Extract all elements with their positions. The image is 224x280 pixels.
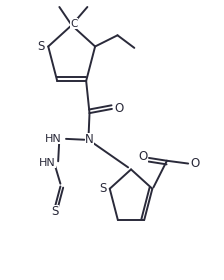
Text: S: S: [99, 182, 106, 195]
Text: HN: HN: [39, 158, 56, 168]
Text: S: S: [51, 205, 58, 218]
Text: O: O: [115, 102, 124, 115]
Text: S: S: [37, 40, 45, 53]
Text: HN: HN: [45, 134, 62, 144]
Text: O: O: [139, 150, 148, 163]
Text: N: N: [85, 133, 94, 146]
Text: C: C: [70, 19, 78, 29]
Text: O: O: [190, 157, 200, 170]
